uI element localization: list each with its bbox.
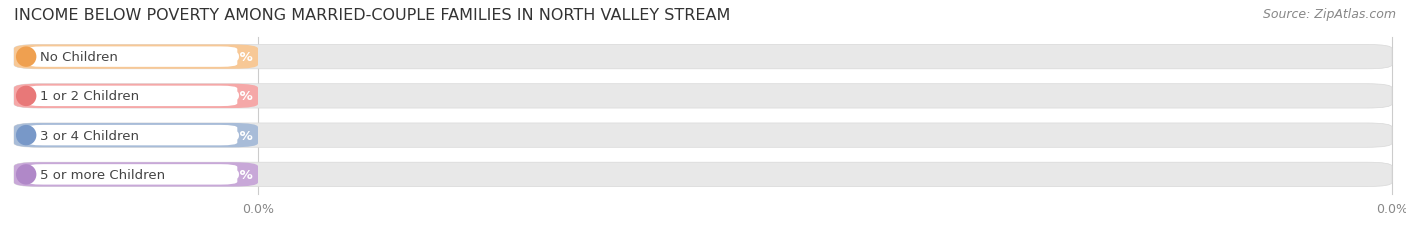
Text: 1 or 2 Children: 1 or 2 Children bbox=[39, 90, 139, 103]
Text: 0.0%: 0.0% bbox=[1376, 202, 1406, 215]
Text: Source: ZipAtlas.com: Source: ZipAtlas.com bbox=[1263, 8, 1396, 21]
Text: 0.0%: 0.0% bbox=[217, 129, 253, 142]
Text: INCOME BELOW POVERTY AMONG MARRIED-COUPLE FAMILIES IN NORTH VALLEY STREAM: INCOME BELOW POVERTY AMONG MARRIED-COUPL… bbox=[14, 8, 730, 23]
Text: 0.0%: 0.0% bbox=[217, 90, 253, 103]
Text: 3 or 4 Children: 3 or 4 Children bbox=[39, 129, 139, 142]
Text: 5 or more Children: 5 or more Children bbox=[39, 168, 165, 181]
Text: 0.0%: 0.0% bbox=[217, 168, 253, 181]
Text: 0.0%: 0.0% bbox=[217, 51, 253, 64]
Text: 0.0%: 0.0% bbox=[242, 202, 274, 215]
Text: No Children: No Children bbox=[39, 51, 118, 64]
